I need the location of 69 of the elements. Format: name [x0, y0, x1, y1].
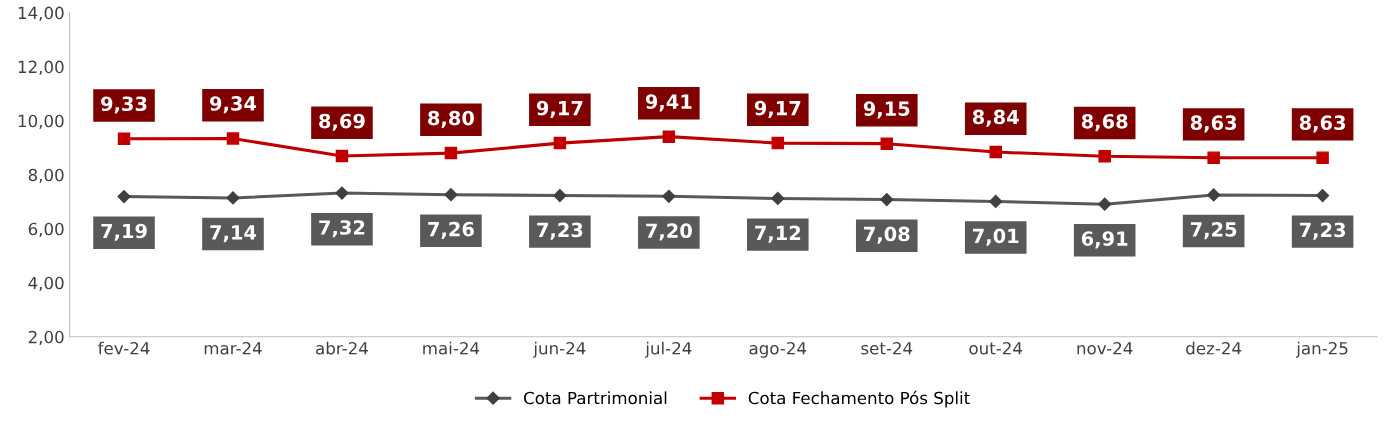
data-label: 7,08: [864, 226, 910, 244]
x-tick-label: out-24: [969, 341, 1023, 355]
point: [444, 146, 458, 160]
data-label: 9,33: [101, 96, 147, 114]
point: [1098, 197, 1112, 211]
x-tick-label: fev-24: [98, 341, 150, 355]
point: [1316, 188, 1330, 203]
point: [989, 145, 1002, 159]
x-tick-label: ago-24: [749, 341, 807, 358]
point: [771, 191, 785, 206]
point: [662, 189, 676, 203]
point: [226, 191, 240, 205]
point: [553, 136, 567, 150]
point: [335, 186, 349, 200]
legend-label: Cota Partrimonial: [524, 391, 667, 405]
x-tick-label: mar-24: [204, 341, 262, 355]
data-label: 7,32: [319, 220, 365, 238]
point: [117, 132, 131, 146]
point: [226, 132, 240, 145]
data-label: 8,68: [1081, 113, 1128, 132]
point: [1207, 188, 1221, 202]
data-label: 7,19: [101, 223, 147, 241]
point: [1316, 151, 1329, 164]
x-tick-label: set-24: [861, 341, 913, 355]
point: [444, 188, 458, 202]
y-tick-label: 8,00: [28, 168, 64, 183]
x-tick-label: mai-24: [423, 341, 480, 355]
data-label: 7,01: [973, 228, 1019, 246]
point: [1207, 151, 1220, 164]
data-label: 8,84: [972, 109, 1019, 127]
data-label: 6,91: [1081, 231, 1128, 249]
x-tick-label: nov-24: [1077, 341, 1133, 355]
point: [880, 192, 894, 207]
data-label: 8,63: [1299, 115, 1346, 133]
y-tick-label: 12,00: [18, 60, 64, 75]
data-label: 9,34: [210, 96, 257, 114]
data-label: 7,26: [428, 221, 474, 239]
point: [989, 194, 1003, 209]
data-label: 7,20: [646, 223, 692, 241]
data-label: 8,80: [428, 110, 474, 128]
x-tick-label: jun-24: [533, 341, 586, 358]
y-tick-label: 2,00: [28, 330, 64, 346]
y-tick-label: 4,00: [28, 276, 64, 292]
point: [1098, 150, 1111, 163]
x-tick-label: jul-24: [645, 341, 692, 358]
data-label: 7,23: [1299, 222, 1346, 240]
point: [553, 188, 567, 203]
data-label: 8,63: [1190, 115, 1237, 133]
point: [335, 149, 349, 163]
y-tick-label: 14,00: [18, 6, 64, 21]
point: [771, 136, 785, 150]
y-tick-label: 10,00: [18, 114, 64, 129]
data-label: 7,25: [1190, 222, 1237, 240]
y-tick-label: 6,00: [28, 222, 64, 238]
data-label: 7,12: [755, 225, 801, 243]
x-tick-label: abr-24: [316, 341, 368, 355]
point: [662, 130, 676, 143]
data-label: 7,23: [537, 222, 583, 240]
x-tick-label: jan-25: [1295, 341, 1348, 358]
data-label: 9,17: [536, 100, 583, 118]
point: [880, 137, 894, 150]
data-label: 7,14: [210, 225, 257, 243]
data-label: 9,41: [645, 94, 692, 112]
legend-label: Cota Fechamento Pós Split: [748, 390, 970, 408]
data-label: 8,69: [319, 113, 365, 131]
point: [117, 190, 131, 204]
data-label: 9,15: [863, 101, 910, 119]
x-tick-label: dez-24: [1186, 341, 1242, 355]
data-label: 9,17: [754, 100, 801, 118]
